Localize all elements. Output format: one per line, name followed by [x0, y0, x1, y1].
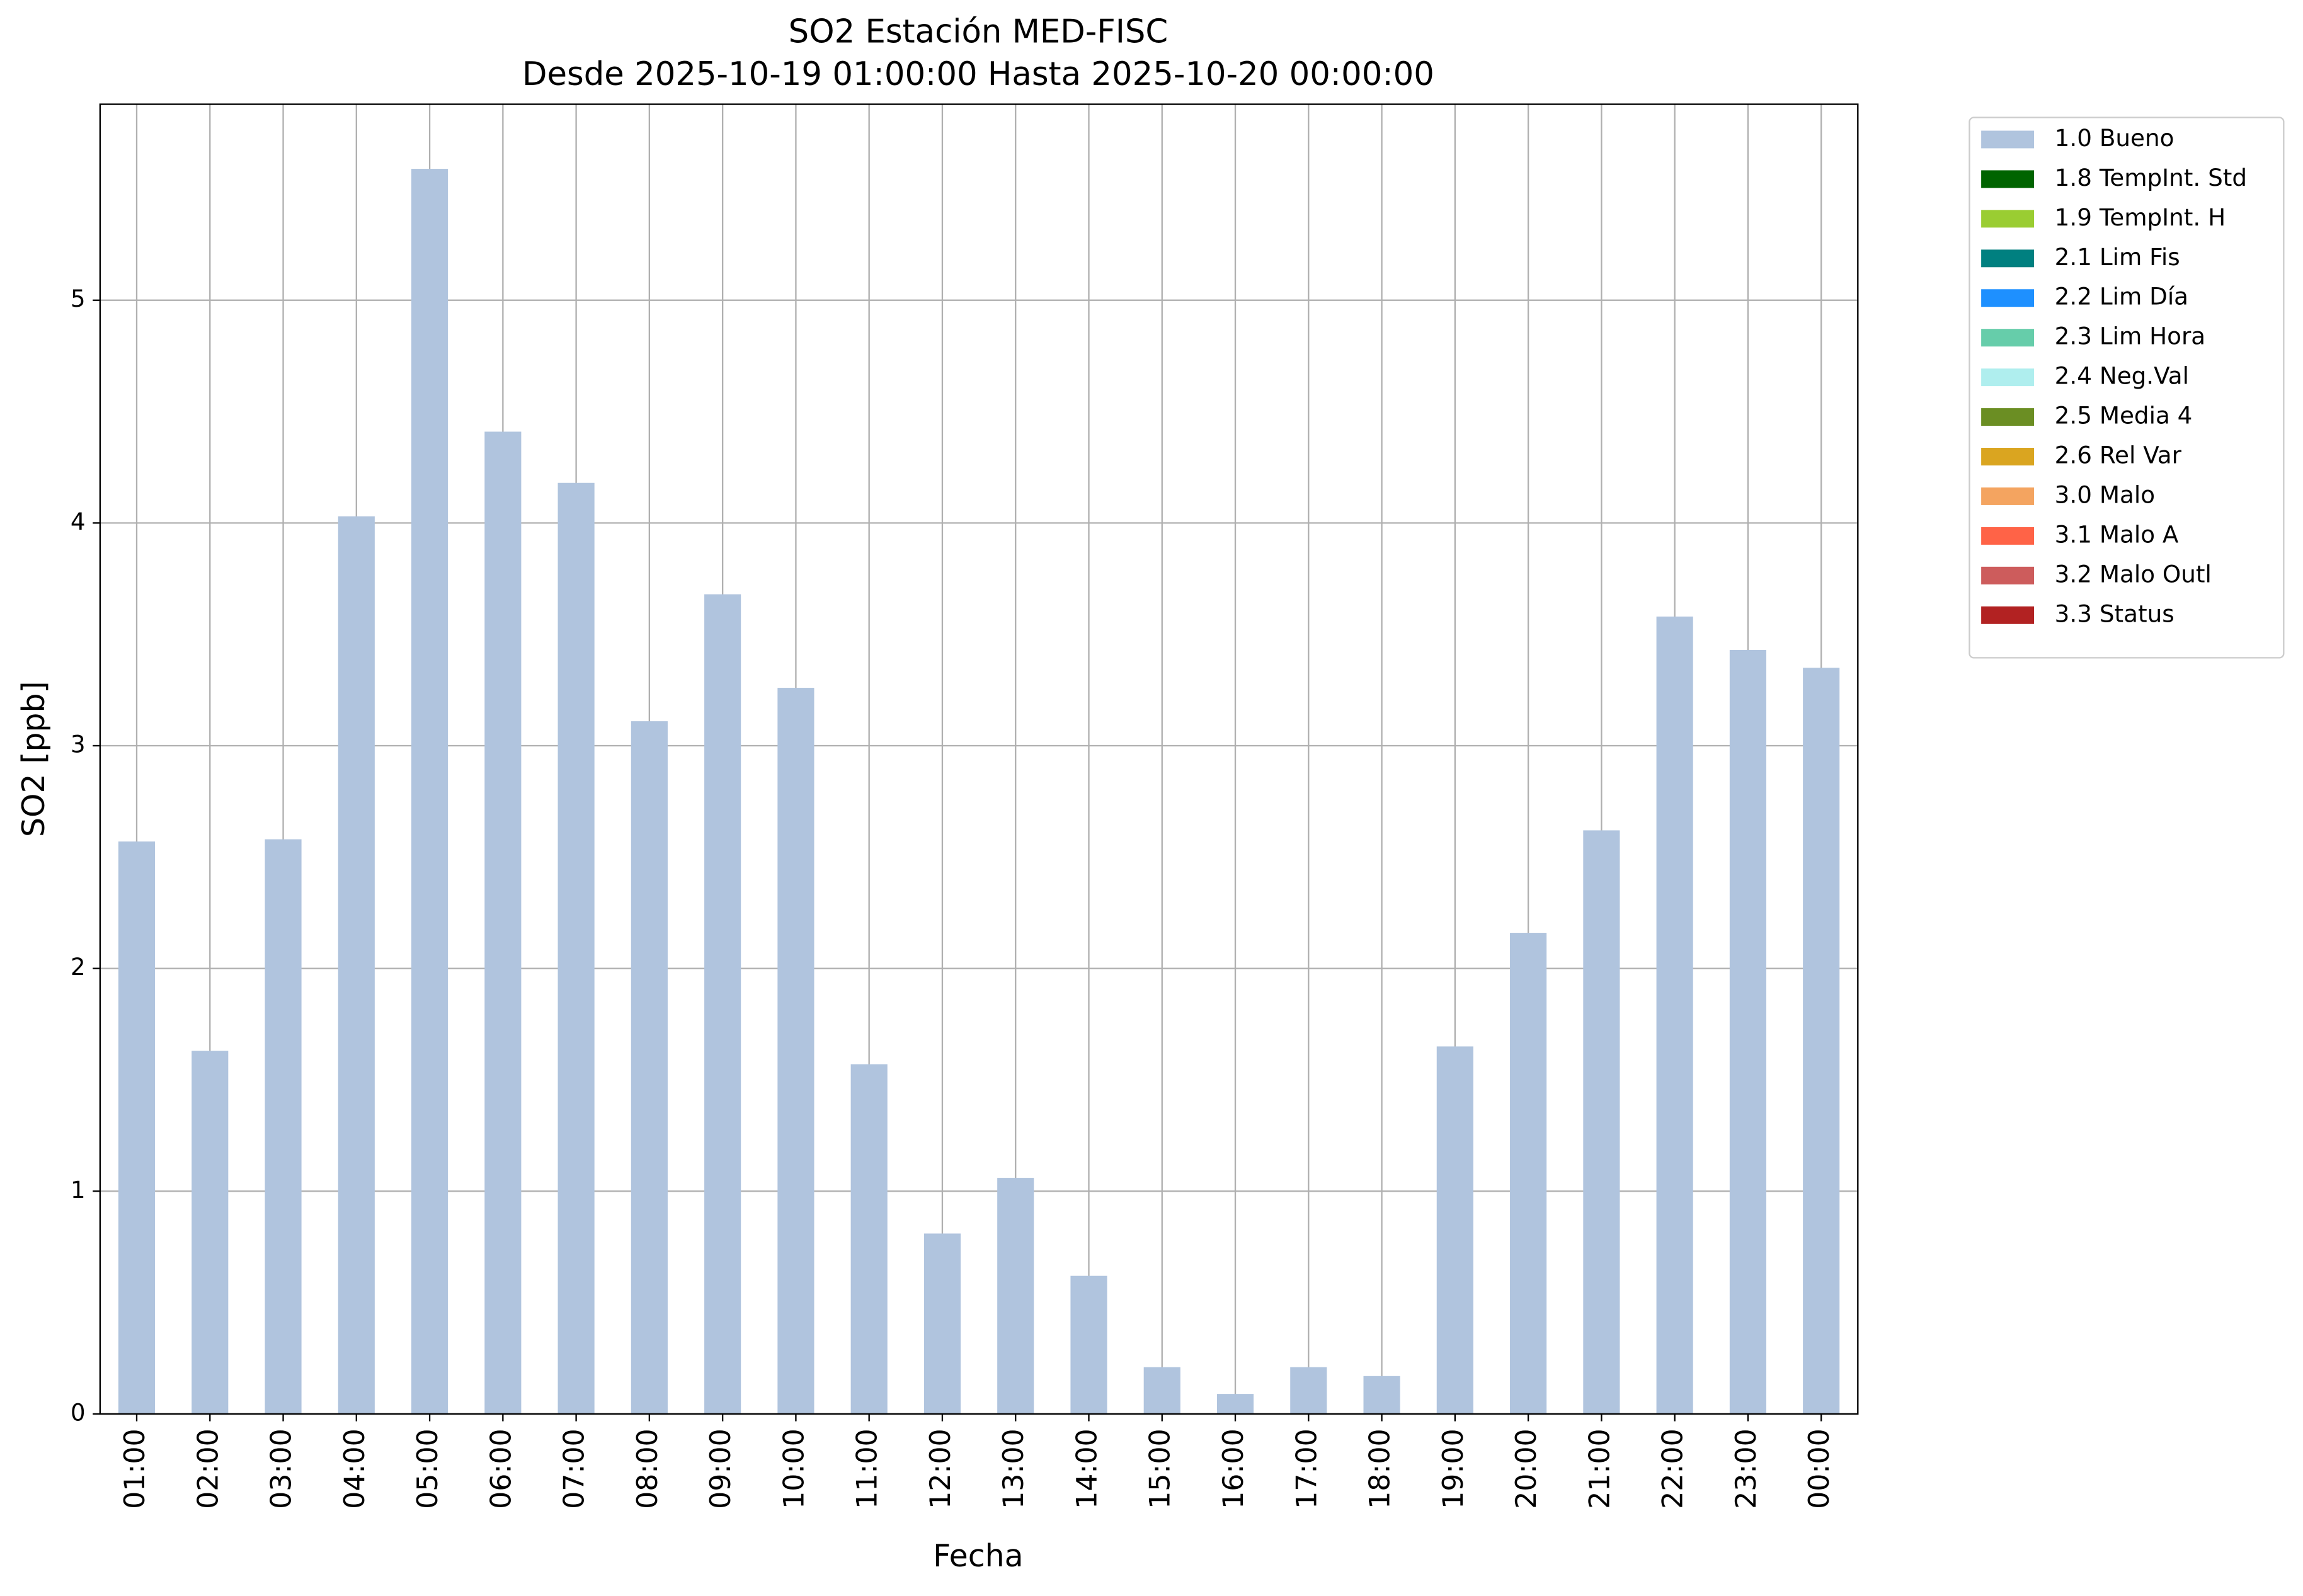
bar [1070, 1275, 1107, 1414]
legend-box [1969, 117, 2285, 659]
bar [850, 1064, 888, 1414]
legend-swatch [1981, 408, 2035, 426]
bar [1803, 668, 1840, 1414]
y-tick-label: 1 [71, 1176, 86, 1204]
x-tick-label: 23:00 [1730, 1428, 1763, 1509]
x-tick-label: 16:00 [1218, 1428, 1250, 1509]
chart-subtitle: Desde 2025-10-19 01:00:00 Hasta 2025-10-… [522, 55, 1434, 93]
bar [484, 431, 522, 1414]
plot-frame [99, 103, 1859, 1415]
x-tick-label: 21:00 [1584, 1428, 1616, 1509]
legend-swatch [1981, 329, 2035, 347]
bar [997, 1178, 1034, 1414]
legend-label: 2.2 Lim Día [2055, 283, 2188, 311]
x-tick-label: 05:00 [412, 1428, 444, 1509]
legend-label: 2.1 Lim Fis [2055, 243, 2180, 271]
x-tick-label: 12:00 [925, 1428, 957, 1509]
legend-label: 1.0 Bueno [2055, 124, 2174, 152]
legend-label: 3.0 Malo [2055, 481, 2155, 508]
legend-label: 1.9 TempInt. H [2055, 203, 2226, 231]
x-tick-label: 02:00 [192, 1428, 224, 1509]
y-tick-label: 4 [71, 508, 86, 535]
legend-label: 3.1 Malo A [2055, 520, 2179, 548]
legend-label: 3.2 Malo Outl [2055, 560, 2212, 588]
legend-swatch [1981, 606, 2035, 624]
x-tick-label: 20:00 [1511, 1428, 1543, 1509]
bar [265, 839, 302, 1414]
legend-swatch [1981, 527, 2035, 545]
bar [1143, 1367, 1180, 1414]
x-tick-label: 18:00 [1364, 1428, 1397, 1509]
legend-swatch [1981, 566, 2035, 584]
bar [411, 169, 449, 1414]
x-tick-label: 10:00 [778, 1428, 810, 1509]
y-tick-label: 0 [71, 1398, 86, 1426]
x-tick-label: 14:00 [1071, 1428, 1103, 1509]
x-tick-label: 11:00 [852, 1428, 884, 1509]
legend-label: 2.5 Media 4 [2055, 402, 2193, 430]
legend-swatch [1981, 130, 2035, 149]
bar [1290, 1367, 1327, 1414]
legend-swatch [1981, 170, 2035, 188]
legend-swatch [1981, 448, 2035, 465]
bar [1363, 1376, 1400, 1414]
x-tick-label: 19:00 [1437, 1428, 1470, 1509]
bar [1436, 1046, 1473, 1414]
bar [704, 594, 741, 1414]
legend-swatch [1981, 210, 2035, 228]
bar [923, 1233, 961, 1414]
y-tick-label: 5 [71, 285, 86, 312]
chart-title: SO2 Estación MED-FISC [789, 13, 1169, 51]
bar [1656, 616, 1693, 1414]
bar [191, 1051, 229, 1414]
x-tick-label: 22:00 [1657, 1428, 1689, 1509]
legend-swatch [1981, 249, 2035, 268]
bar [557, 482, 595, 1414]
bar [1729, 649, 1766, 1414]
legend-label: 2.3 Lim Hora [2055, 322, 2205, 350]
legend-label: 3.3 Status [2055, 600, 2174, 627]
x-tick-label: 09:00 [705, 1428, 737, 1509]
legend-swatch [1981, 487, 2035, 505]
x-tick-label: 07:00 [559, 1428, 591, 1509]
bar [1583, 830, 1620, 1414]
x-tick-label: 04:00 [339, 1428, 371, 1509]
bar [118, 841, 156, 1414]
x-tick-label: 06:00 [485, 1428, 517, 1509]
x-axis-label: Fecha [933, 1538, 1024, 1574]
legend-label: 1.8 TempInt. Std [2055, 164, 2247, 191]
x-tick-label: 17:00 [1291, 1428, 1323, 1509]
y-tick-label: 3 [71, 731, 86, 758]
y-axis-label: SO2 [ppb] [16, 681, 52, 837]
bar [631, 721, 668, 1414]
x-tick-label: 08:00 [632, 1428, 664, 1509]
bar [1216, 1394, 1254, 1414]
x-tick-label: 01:00 [119, 1428, 151, 1509]
y-tick-label: 2 [71, 953, 86, 981]
bar [1510, 933, 1547, 1414]
legend-swatch [1981, 368, 2035, 387]
bar [338, 516, 375, 1414]
legend-label: 2.4 Neg.Val [2055, 362, 2189, 390]
legend-label: 2.6 Rel Var [2055, 441, 2182, 469]
bar [777, 688, 814, 1414]
x-tick-label: 13:00 [998, 1428, 1030, 1509]
x-tick-label: 00:00 [1803, 1428, 1836, 1509]
x-tick-label: 15:00 [1145, 1428, 1177, 1509]
x-tick-label: 03:00 [266, 1428, 298, 1509]
legend-swatch [1981, 289, 2035, 307]
